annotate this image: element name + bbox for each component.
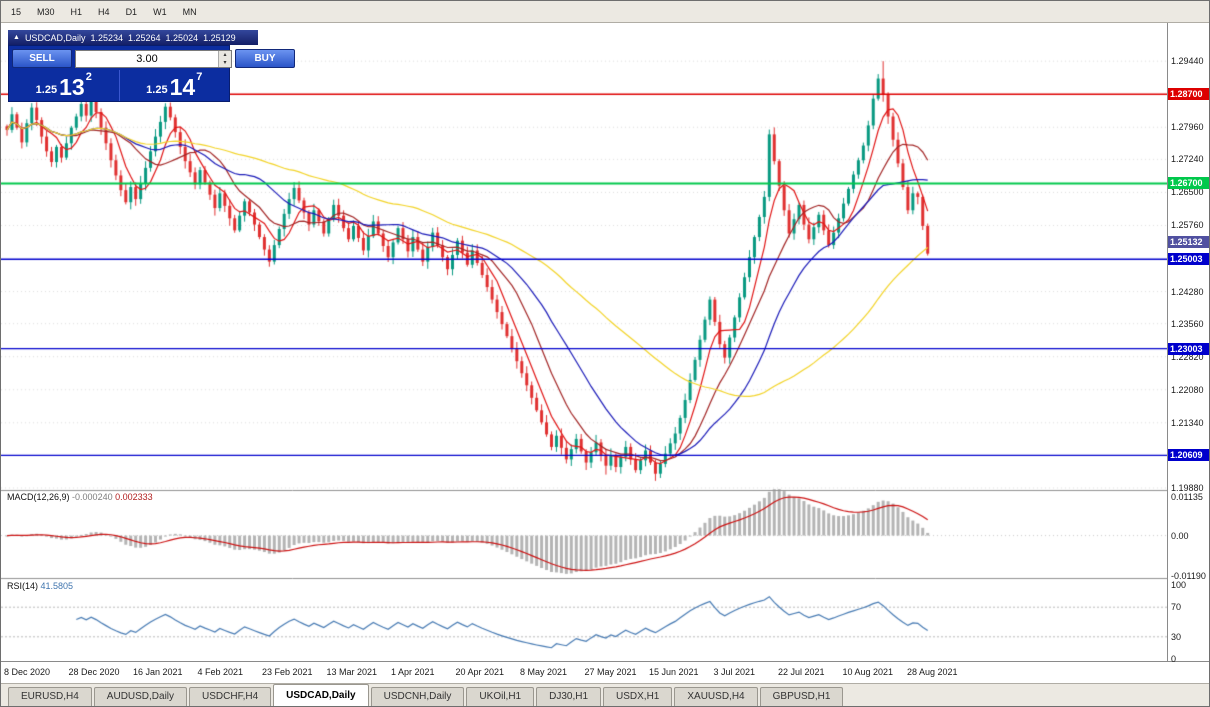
macd-main-value: -0.000240 (72, 492, 113, 502)
price-axis-label: 1.22820 (1171, 351, 1204, 362)
date-axis-label: 22 Jul 2021 (778, 667, 825, 677)
date-axis-label: 28 Dec 2020 (68, 667, 120, 677)
rsi-scale-label: 0 (1171, 654, 1177, 664)
price-axis-label: 1.26500 (1171, 187, 1204, 198)
timeframe-button-d1[interactable]: D1 (125, 6, 138, 17)
date-axis-label: 8 Dec 2020 (4, 667, 51, 677)
rsi-scale-label: 70 (1171, 602, 1182, 613)
date-axis-label: 15 Jun 2021 (649, 667, 699, 677)
volume-box: ▴ ▾ (75, 49, 232, 68)
one-click-trading-panel: SELL ▴ ▾ BUY 1.25 13 2 1.25 14 7 (8, 45, 295, 102)
date-axis-label: 8 May 2021 (520, 667, 568, 677)
timeframe-button-m30[interactable]: M30 (37, 6, 55, 17)
chart-title-bar: ▲ USDCAD,Daily 1.25234 1.25264 1.25024 1… (8, 30, 258, 45)
ohlc-close: 1.25129 (203, 32, 236, 43)
timeframe-button-mn[interactable]: MN (182, 6, 197, 17)
rsi-label: RSI(14) 41.5805 (7, 581, 73, 591)
volume-input[interactable] (76, 50, 218, 67)
macd-signal-value: 0.002333 (115, 492, 153, 502)
date-axis-label: 28 Aug 2021 (907, 667, 958, 677)
buy-price[interactable]: 1.25 14 7 (118, 70, 230, 101)
date-axis-label: 23 Feb 2021 (262, 667, 313, 677)
chart-symbol-period: USDCAD,Daily (24, 32, 86, 43)
macd-scale-label: 0.00 (1171, 530, 1189, 541)
hline-price-tag[interactable]: 1.26700 (1168, 177, 1209, 190)
date-axis-label: 1 Apr 2021 (391, 667, 435, 677)
date-axis-label: 3 Jul 2021 (713, 667, 756, 677)
timeframe-button-h4[interactable]: H4 (98, 6, 110, 17)
date-axis-label: 20 Apr 2021 (455, 667, 505, 677)
price-axis-label: 1.25760 (1171, 220, 1204, 231)
hline-price-tag[interactable]: 1.25003 (1168, 253, 1209, 266)
ohlc-high: 1.25264 (128, 32, 161, 43)
tab-gbpusd-h1[interactable]: GBPUSD,H1 (759, 687, 844, 706)
tab-dj30-h1[interactable]: DJ30,H1 (536, 687, 602, 706)
tab-usdcnh-daily[interactable]: USDCNH,Daily (370, 687, 465, 706)
timeframe-button-w1[interactable]: W1 (153, 6, 167, 17)
timeframe-toolbar: 15 M30 H1 H4 D1 W1 MN (1, 1, 1209, 23)
tab-eurusd-h4[interactable]: EURUSD,H4 (8, 687, 92, 706)
date-axis-label: 27 May 2021 (584, 667, 637, 677)
rsi-scale-label: 100 (1171, 580, 1187, 590)
hline-price-tag[interactable]: 1.28700 (1168, 88, 1209, 101)
date-axis-label: 13 Mar 2021 (326, 667, 378, 677)
rsi-scale-label: 30 (1171, 631, 1182, 642)
macd-scale-label: 0.01135 (1171, 492, 1203, 502)
hline-price-tag[interactable]: 1.20609 (1168, 449, 1209, 462)
sell-price-point: 2 (85, 71, 92, 83)
tab-ukoil-h1[interactable]: UKOil,H1 (466, 687, 535, 706)
sell-price-pips: 13 (59, 74, 85, 100)
hline-price-tag[interactable]: 1.23003 (1168, 342, 1209, 355)
rsi-value: 41.5805 (40, 581, 74, 591)
price-axis-label: 1.21340 (1171, 417, 1204, 428)
price-axis-label: 1.27240 (1171, 154, 1204, 165)
chart-tab-bar: EURUSD,H4 AUDUSD,Daily USDCHF,H4 USDCAD,Dai… (1, 683, 1209, 706)
collapse-panel-icon[interactable]: ▲ (13, 34, 20, 41)
date-axis[interactable]: 8 Dec 2020 28 Dec 2020 16 Jan 2021 4 Feb 20… (1, 661, 1209, 685)
macd-name: MACD(12,26,9) (7, 492, 70, 502)
sell-price-prefix: 1.25 (35, 84, 58, 96)
price-axis-label: 1.23560 (1171, 318, 1204, 329)
current-price-tag: 1.25132 (1168, 236, 1209, 249)
macd-scale-label: -0.01190 (1171, 571, 1206, 581)
tab-audusd-daily[interactable]: AUDUSD,Daily (93, 687, 188, 706)
ohlc-low: 1.25024 (165, 32, 199, 43)
volume-up-icon[interactable]: ▴ (219, 50, 231, 59)
date-axis-label: 10 Aug 2021 (842, 667, 894, 677)
sell-button[interactable]: SELL (12, 49, 72, 68)
price-axis-label: 1.29440 (1171, 56, 1204, 67)
price-axis-label: 1.22080 (1171, 384, 1204, 395)
timeframe-button-h1[interactable]: H1 (70, 6, 83, 17)
buy-price-point: 7 (196, 71, 203, 83)
ohlc-open: 1.25234 (90, 32, 123, 43)
macd-label: MACD(12,26,9) -0.000240 0.002333 (7, 492, 153, 502)
tab-usdcad-daily[interactable]: USDCAD,Daily (273, 684, 369, 706)
price-axis[interactable]: 1.29440 1.27960 1.27240 1.26500 1.25760 1.242… (1167, 23, 1209, 664)
sell-price[interactable]: 1.25 13 2 (9, 70, 119, 101)
tab-usdchf-h4[interactable]: USDCHF,H4 (189, 687, 272, 706)
tab-usdx-h1[interactable]: USDX,H1 (603, 687, 673, 706)
volume-down-icon[interactable]: ▾ (219, 58, 231, 67)
buy-price-prefix: 1.25 (146, 84, 168, 96)
tab-xauusd-h4[interactable]: XAUUSD,H4 (674, 687, 758, 706)
date-axis-label: 16 Jan 2021 (133, 667, 183, 677)
price-axis-label: 1.19880 (1171, 483, 1204, 493)
buy-button[interactable]: BUY (235, 49, 295, 68)
rsi-name: RSI(14) (7, 581, 39, 591)
price-axis-label: 1.24280 (1171, 286, 1204, 297)
timeframe-button-15[interactable]: 15 (11, 6, 22, 17)
price-axis-label: 1.27960 (1171, 122, 1204, 133)
buy-price-pips: 14 (169, 74, 196, 100)
date-axis-label: 4 Feb 2021 (197, 667, 244, 677)
candlestick-chart[interactable] (1, 23, 1167, 661)
